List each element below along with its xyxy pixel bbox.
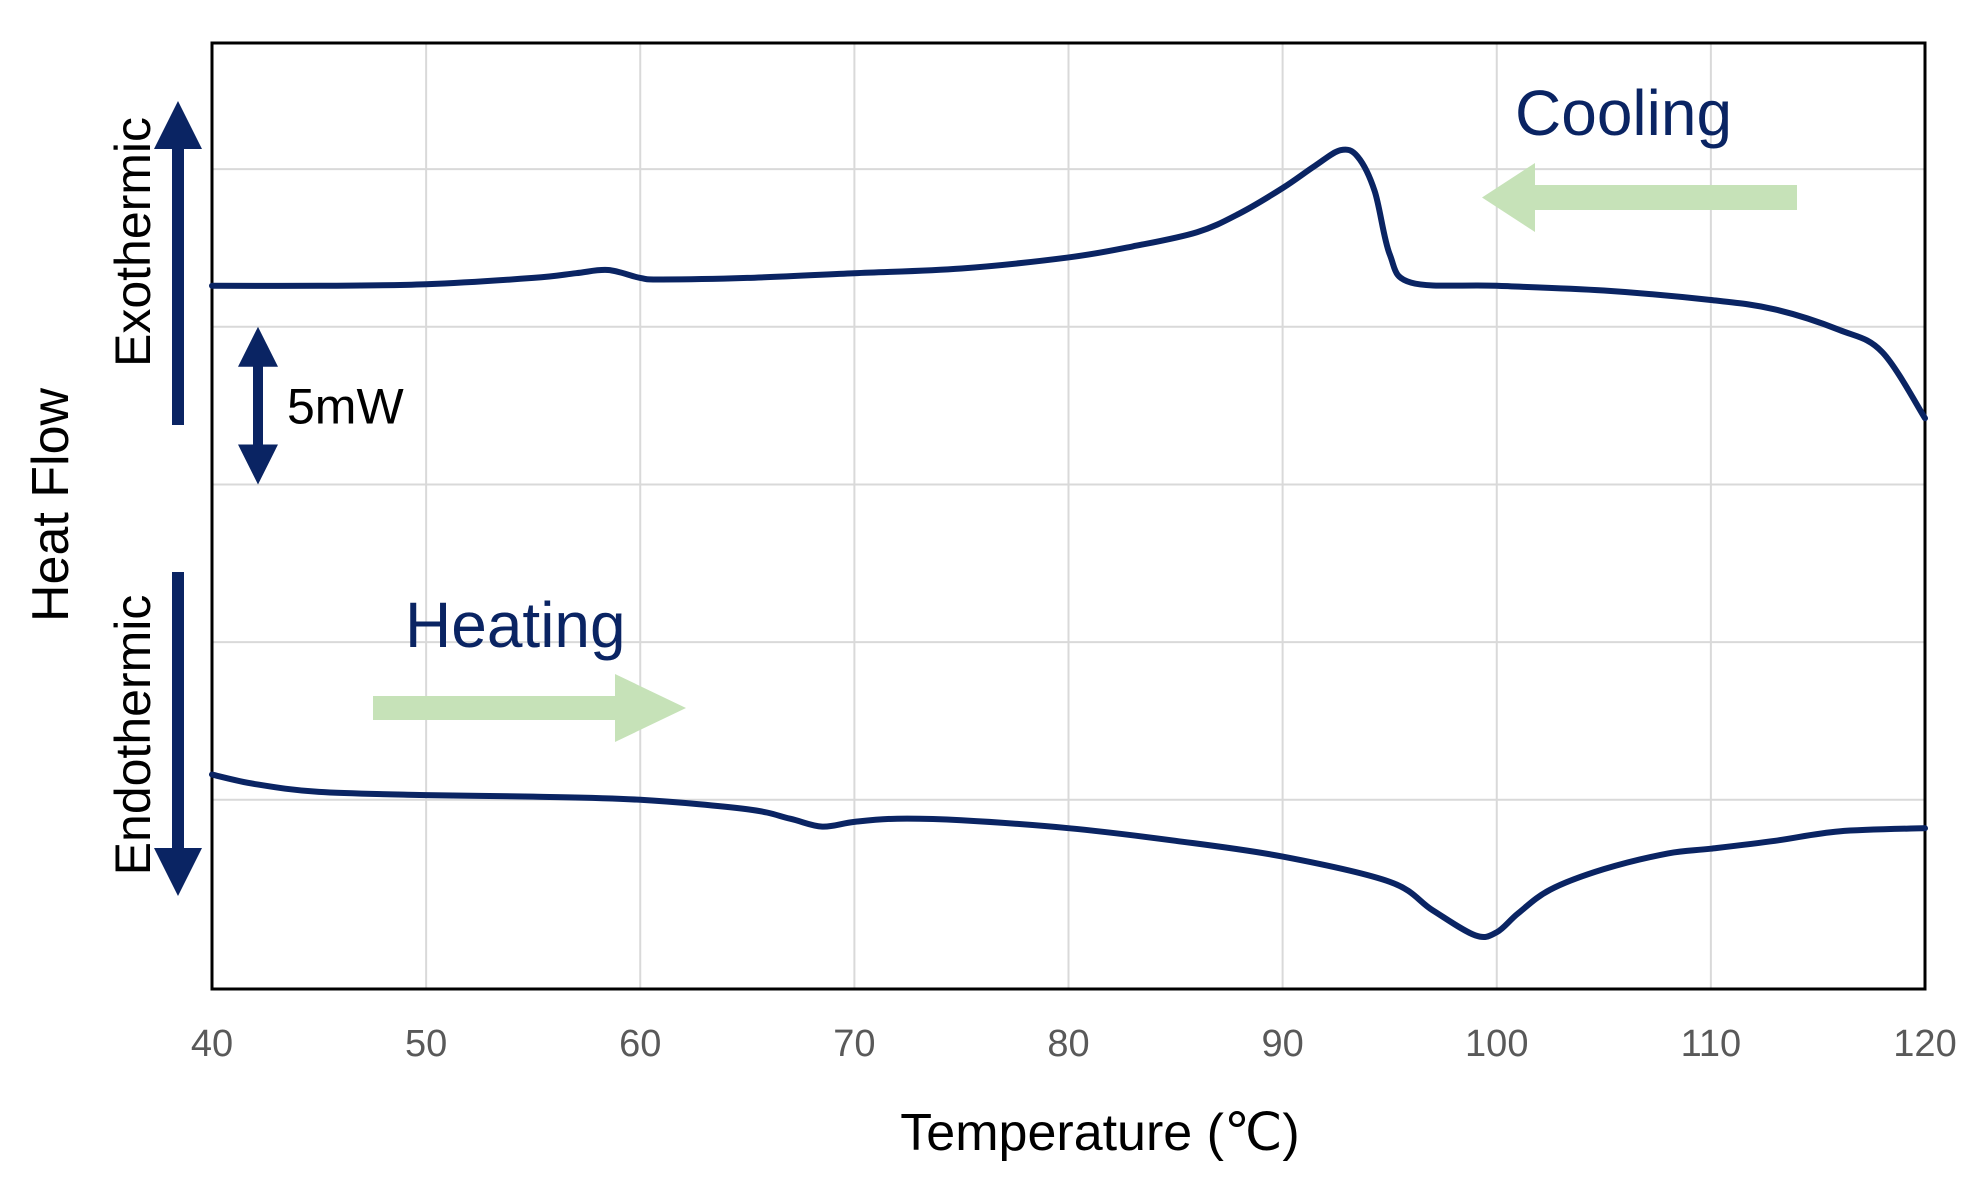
- x-tick-label: 80: [1047, 1023, 1089, 1065]
- y-axis-title: Heat Flow: [22, 388, 80, 623]
- series-line-heating: [209, 771, 1928, 940]
- x-tick-label: 110: [1681, 1023, 1742, 1065]
- x-tick-label: 70: [833, 1023, 875, 1065]
- scale-bar-label: 5mW: [287, 379, 404, 435]
- plot-frame: [210, 41, 1927, 991]
- x-tick-labels: 40 50 60 70 80 90 100 110 120: [191, 1023, 1957, 1065]
- cooling-label: Cooling: [1515, 77, 1732, 149]
- x-tick-label: 120: [1893, 1023, 1956, 1065]
- x-tick-label: 60: [619, 1023, 661, 1065]
- endothermic-label: Endothermic: [105, 595, 161, 876]
- x-tick-label: 90: [1261, 1023, 1303, 1065]
- series-lines: [209, 146, 1928, 940]
- cooling-direction-arrow: [1482, 163, 1797, 232]
- series-line-cooling: [209, 146, 1928, 422]
- x-tick-label: 40: [191, 1023, 233, 1065]
- x-tick-label: 50: [405, 1023, 447, 1065]
- x-tick-label: 100: [1465, 1023, 1528, 1065]
- heating-label: Heating: [405, 589, 626, 661]
- vertical-gridlines: [211, 43, 1926, 989]
- exothermic-label: Exothermic: [105, 117, 161, 367]
- x-axis-title: Temperature (℃): [900, 1104, 1299, 1162]
- heating-direction-arrow: [373, 674, 686, 742]
